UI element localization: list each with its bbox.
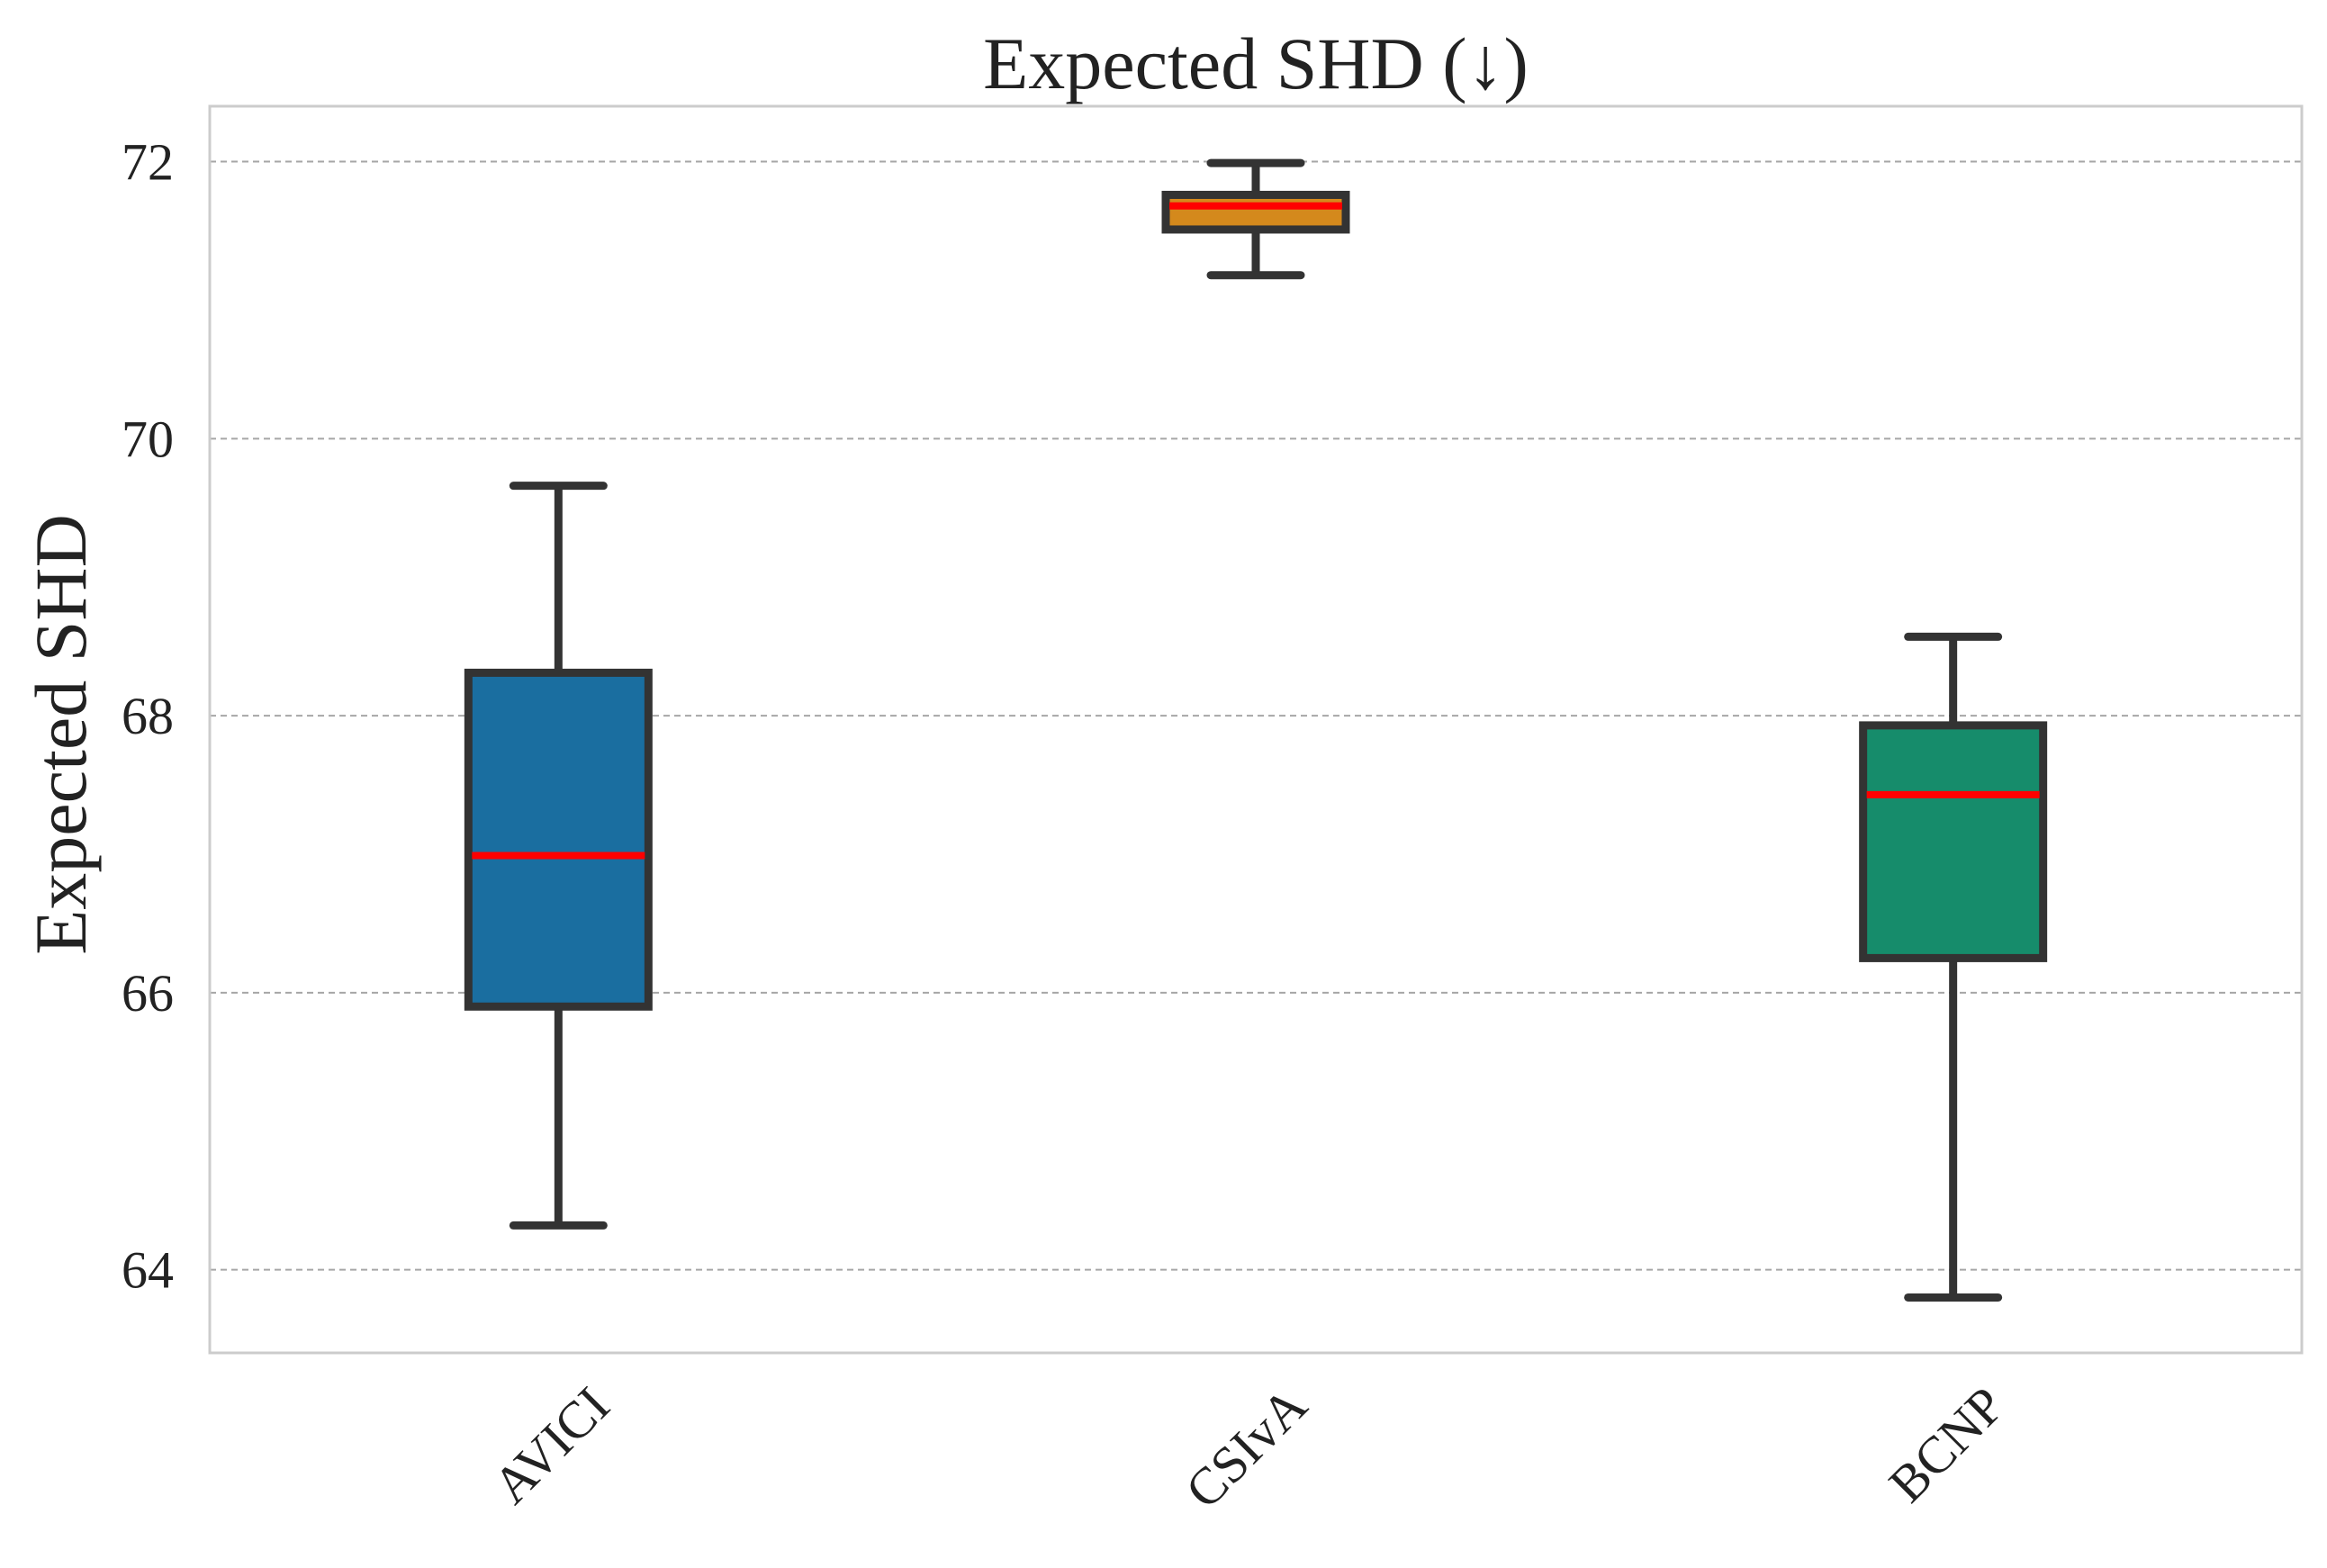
plot-area-frame bbox=[208, 104, 2304, 1355]
x-tick-label: BCNP bbox=[1878, 1375, 2016, 1513]
box-bcnp bbox=[1859, 632, 2048, 1302]
y-tick-label: 70 bbox=[122, 410, 174, 468]
iqr-box bbox=[1859, 721, 2048, 962]
x-tick-label: CSIvA bbox=[1174, 1375, 1318, 1519]
iqr-box bbox=[1161, 190, 1350, 234]
iqr-box bbox=[464, 668, 653, 1011]
y-tick-label: 64 bbox=[122, 1241, 174, 1300]
box-csiva bbox=[1161, 158, 1350, 280]
boxes bbox=[464, 158, 2048, 1302]
y-tick-label: 68 bbox=[122, 687, 174, 745]
chart-title: Expected SHD (↓) bbox=[983, 23, 1529, 104]
x-tick-labels: AVICI CSIvA BCNP bbox=[482, 1375, 2016, 1519]
y-axis-label: Expected SHD bbox=[20, 514, 102, 955]
y-tick-label: 66 bbox=[122, 964, 174, 1023]
x-tick-label: AVICI bbox=[482, 1375, 621, 1515]
box-avici bbox=[464, 482, 653, 1230]
y-tick-labels: 64 66 68 70 72 bbox=[122, 133, 174, 1300]
y-tick-label: 72 bbox=[122, 133, 174, 192]
